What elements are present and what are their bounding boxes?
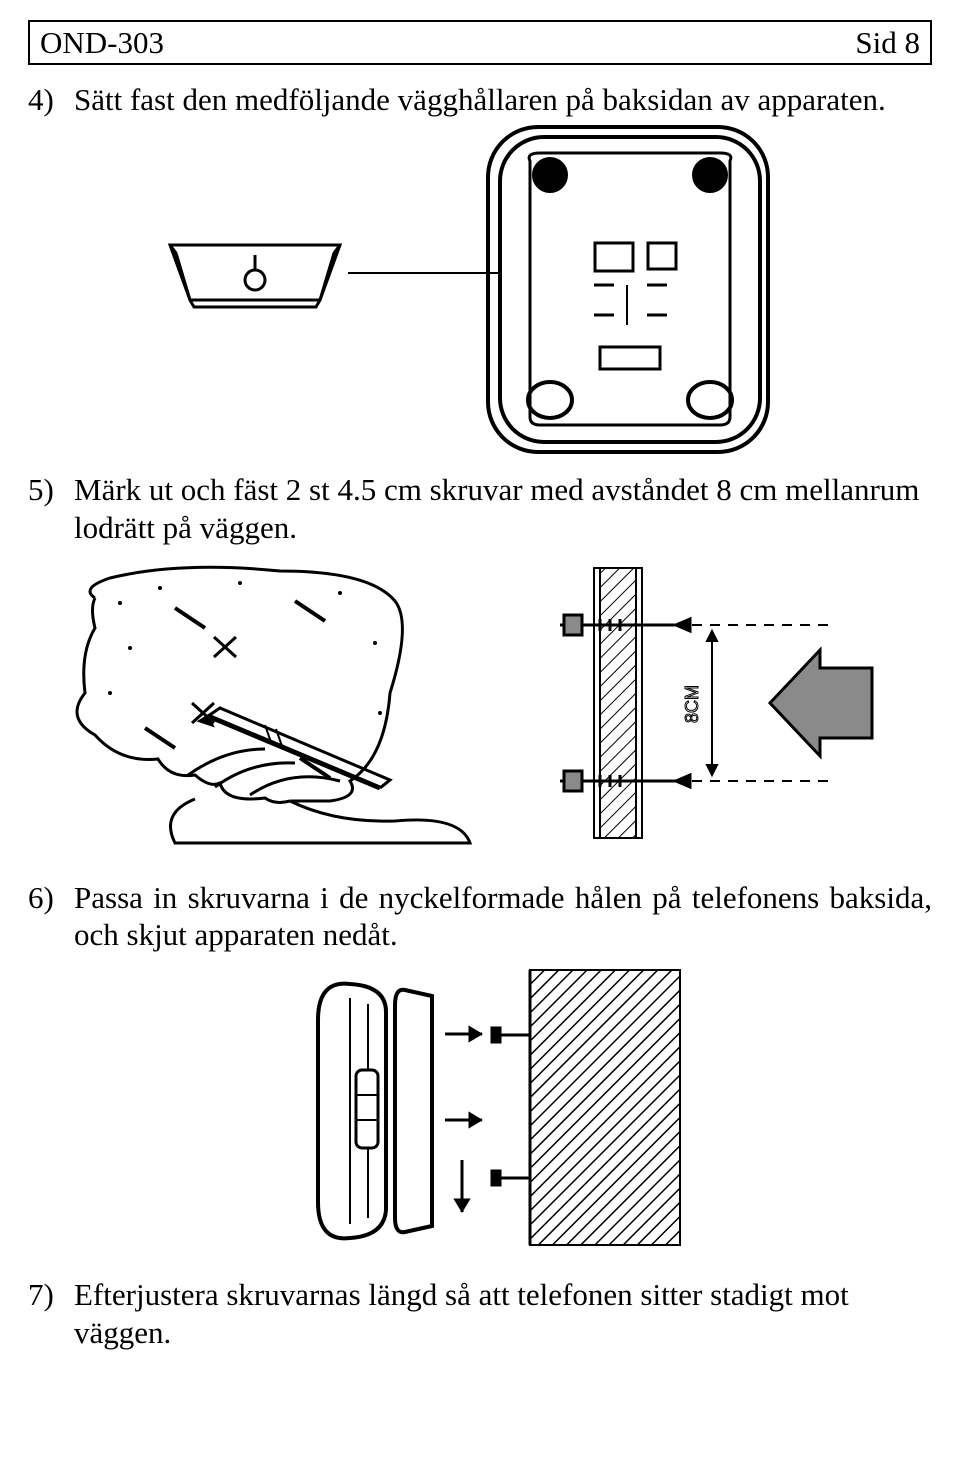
step-6-text: Passa in skruvarna i de nyckelformade hå…: [74, 879, 932, 955]
step-4-text: Sätt fast den medföljande vägghållaren p…: [74, 81, 932, 119]
step-7-text: Efterjustera skruvarnas längd så att tel…: [74, 1276, 932, 1352]
doc-id: OND-303: [40, 24, 164, 61]
step-4-num: 4): [28, 81, 74, 119]
fig2-dim-label: 8CM: [682, 685, 702, 723]
step-5-text: Märk ut och fäst 2 st 4.5 cm skruvar med…: [74, 471, 932, 547]
figure-2-markscrews: 8CM: [28, 553, 932, 863]
step-7-num: 7): [28, 1276, 74, 1352]
figure-1-wallmount: [28, 125, 932, 455]
step-7: 7) Efterjustera skruvarnas längd så att …: [28, 1276, 932, 1352]
fig3-svg: [200, 960, 760, 1260]
step-6: 6) Passa in skruvarna i de nyckelformade…: [28, 879, 932, 955]
step-4: 4) Sätt fast den medföljande vägghållare…: [28, 81, 932, 119]
figure-3-slide: [28, 960, 932, 1260]
fig2-svg: 8CM: [40, 553, 920, 863]
step-5: 5) Märk ut och fäst 2 st 4.5 cm skruvar …: [28, 471, 932, 547]
step-6-num: 6): [28, 879, 74, 955]
page-label: Sid 8: [855, 24, 920, 61]
fig1-svg: [130, 125, 830, 455]
header-box: OND-303 Sid 8: [28, 20, 932, 65]
document-page: OND-303 Sid 8 4) Sätt fast den medföljan…: [0, 0, 960, 1481]
step-5-num: 5): [28, 471, 74, 547]
